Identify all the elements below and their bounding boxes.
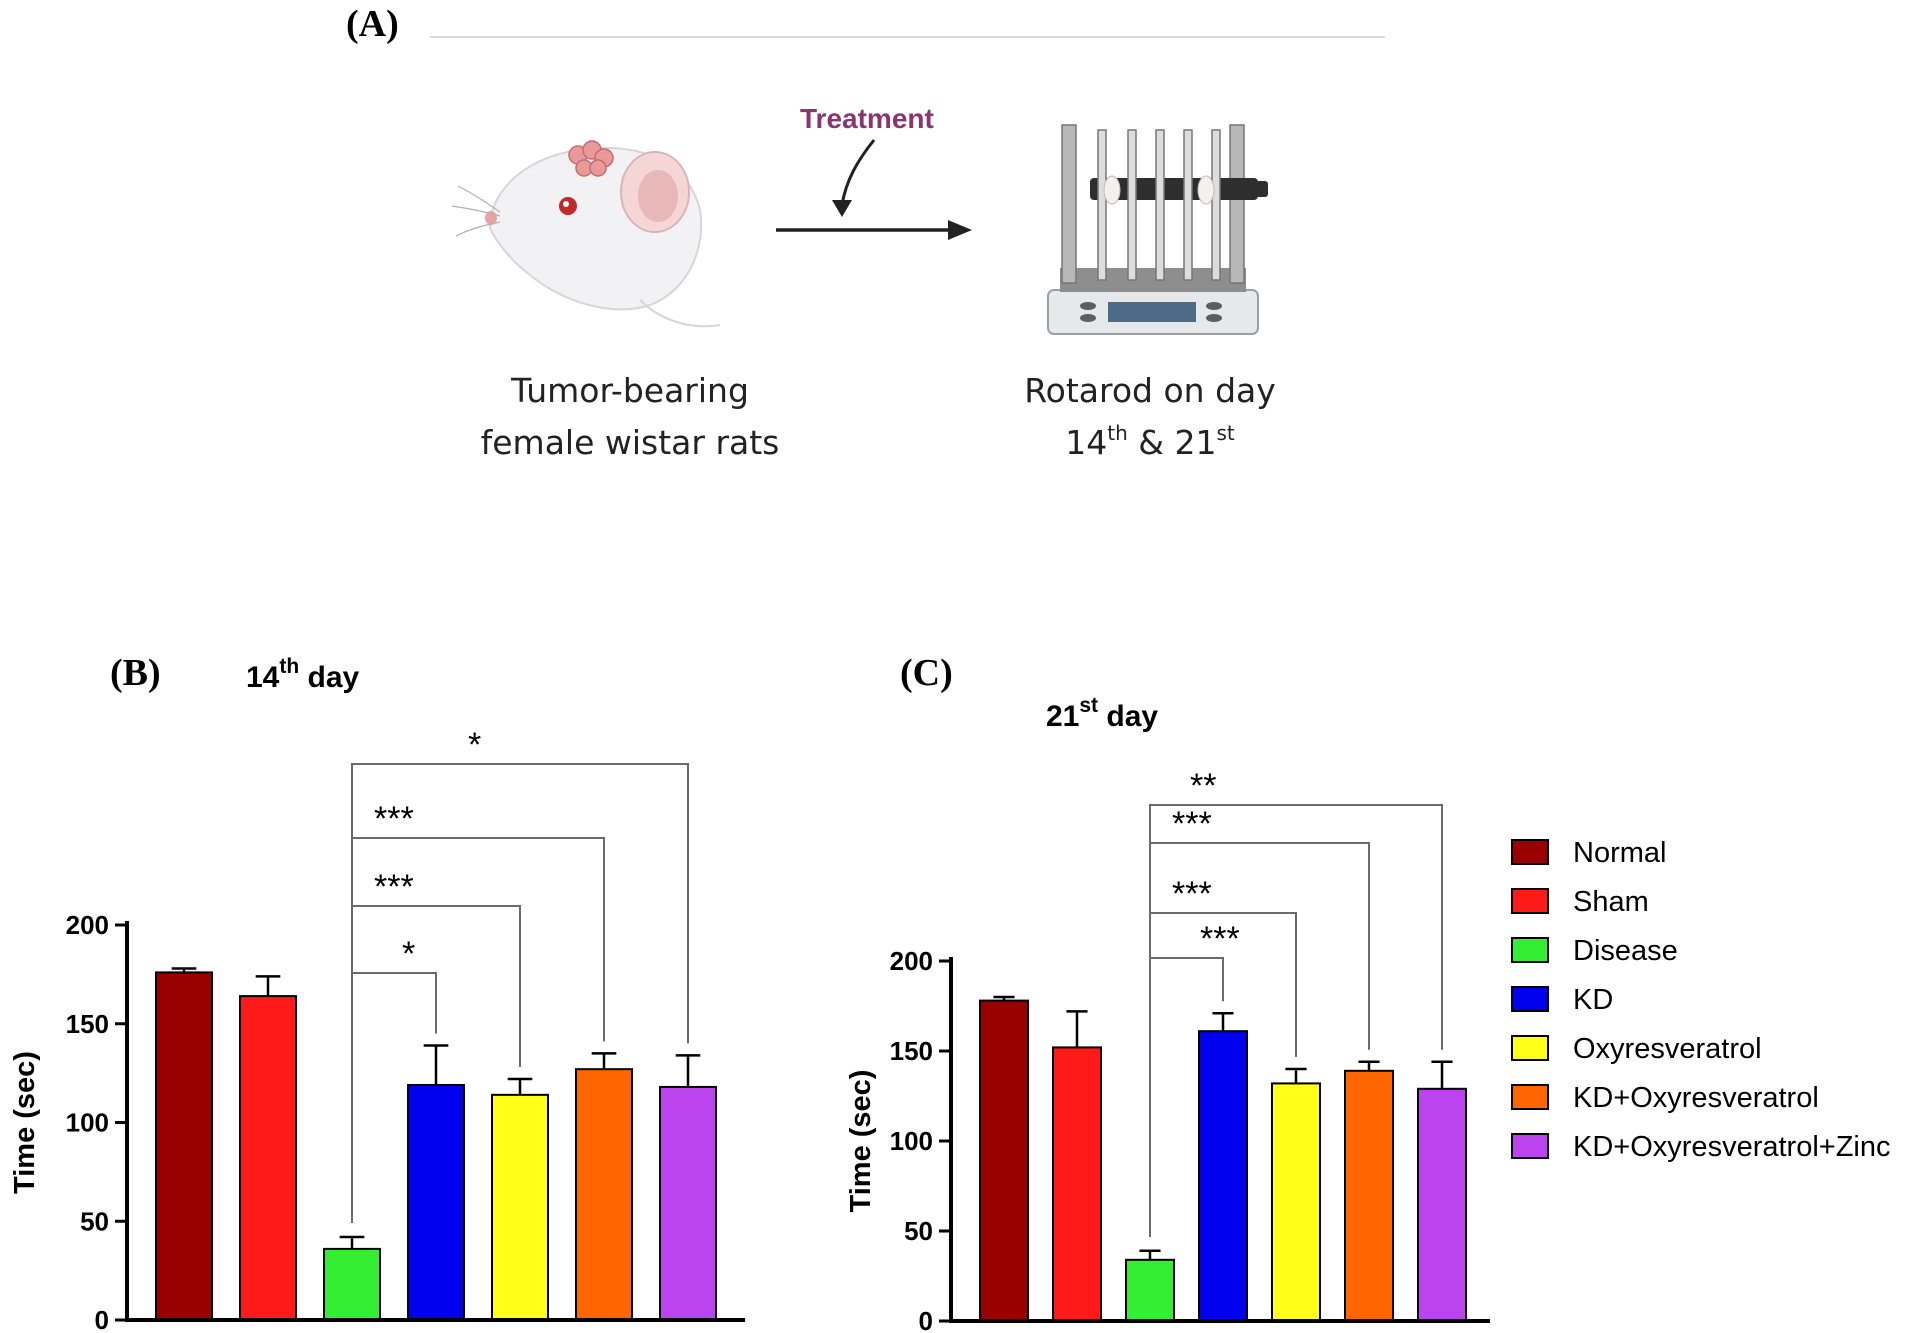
bar-disease xyxy=(1125,1258,1175,1323)
legend-swatch xyxy=(1511,937,1549,963)
legend-label: KD+Oxyresveratrol xyxy=(1573,1082,1819,1114)
bar-oxyresveratrol xyxy=(1271,1082,1321,1323)
legend-label: Oxyresveratrol xyxy=(1573,1033,1762,1065)
bar-normal xyxy=(155,971,213,1322)
legend-swatch xyxy=(1511,888,1549,914)
treatment-label: Treatment xyxy=(800,103,934,134)
chart-b-title: 14th day xyxy=(246,655,360,694)
panel-b-label: (B) xyxy=(110,652,161,694)
significance-label: *** xyxy=(1172,875,1212,913)
y-tick-label: 150 xyxy=(890,1036,933,1066)
y-tick-label: 50 xyxy=(80,1206,109,1236)
legend-label: KD+Oxyresveratrol+Zinc xyxy=(1573,1131,1891,1163)
significance-bracket xyxy=(1149,804,1443,1237)
significance-label: *** xyxy=(1172,805,1212,843)
bar-kd xyxy=(407,1083,465,1321)
right-caption-line2: 14th & 21st xyxy=(1065,421,1235,462)
bar-kd-plus-oxyresveratrol-plus-zinc xyxy=(1417,1087,1467,1323)
bar-normal xyxy=(979,999,1029,1322)
left-caption-line2: female wistar rats xyxy=(481,423,780,462)
bar-kd-plus-oxyresveratrol xyxy=(1344,1069,1394,1323)
right-caption-line1: Rotarod on day xyxy=(1024,371,1276,410)
bar-kd-plus-oxyresveratrol-plus-zinc xyxy=(659,1085,717,1321)
y-tick-label: 200 xyxy=(890,946,933,976)
bar-sham xyxy=(239,995,297,1321)
panel-a-label: (A) xyxy=(346,3,399,45)
process-arrowhead xyxy=(948,220,972,240)
y-tick-label: 0 xyxy=(95,1305,109,1333)
significance-label: * xyxy=(402,935,415,973)
significance-label: *** xyxy=(374,868,414,906)
significance-label: ** xyxy=(1190,767,1216,805)
y-tick-label: 150 xyxy=(66,1009,109,1039)
bar-kd-plus-oxyresveratrol xyxy=(575,1068,633,1322)
legend-label: Normal xyxy=(1573,837,1666,869)
legend-label: Sham xyxy=(1573,886,1649,918)
bar-sham xyxy=(1052,1046,1102,1323)
tumor-icon xyxy=(568,140,614,177)
legend-swatch xyxy=(1511,839,1549,865)
rotarod-icon xyxy=(1047,124,1268,335)
day21-sup: st xyxy=(1216,421,1234,445)
treatment-arrow xyxy=(840,139,876,206)
day14-number: 14 xyxy=(1065,423,1107,462)
treatment-arrowhead xyxy=(832,200,852,217)
caption-join: & 21 xyxy=(1128,423,1217,462)
y-tick-label: 50 xyxy=(904,1216,933,1246)
legend-swatch xyxy=(1511,1133,1549,1159)
rat-head-illustration xyxy=(451,140,721,328)
left-caption-line1: Tumor-bearing xyxy=(510,371,749,410)
legend-label: KD xyxy=(1573,984,1613,1016)
panel-c-label: (C) xyxy=(900,652,953,694)
legend-swatch xyxy=(1511,1035,1549,1061)
y-axis-label: Time (sec) xyxy=(845,1070,877,1213)
bar-disease xyxy=(323,1247,381,1322)
y-tick-label: 100 xyxy=(66,1108,109,1138)
significance-label: * xyxy=(468,726,481,764)
legend-label: Disease xyxy=(1573,935,1678,967)
legend: Normal Sham Disease KD Oxyresveratrol KD+Oxyr… xyxy=(1511,837,1891,1163)
significance-label: *** xyxy=(374,800,414,838)
y-tick-label: 100 xyxy=(890,1126,933,1156)
y-tick-label: 200 xyxy=(66,910,109,940)
y-tick-label: 0 xyxy=(919,1306,933,1333)
day14-sup: th xyxy=(1107,421,1128,445)
significance-bracket xyxy=(351,763,689,1224)
legend-swatch xyxy=(1511,1084,1549,1110)
bar-kd xyxy=(1198,1030,1248,1322)
chart-c-title: 21st day xyxy=(1046,694,1158,733)
significance-label: *** xyxy=(1200,920,1240,958)
legend-swatch xyxy=(1511,986,1549,1012)
bar-oxyresveratrol xyxy=(491,1093,549,1321)
y-axis-label: Time (sec) xyxy=(9,1051,41,1194)
